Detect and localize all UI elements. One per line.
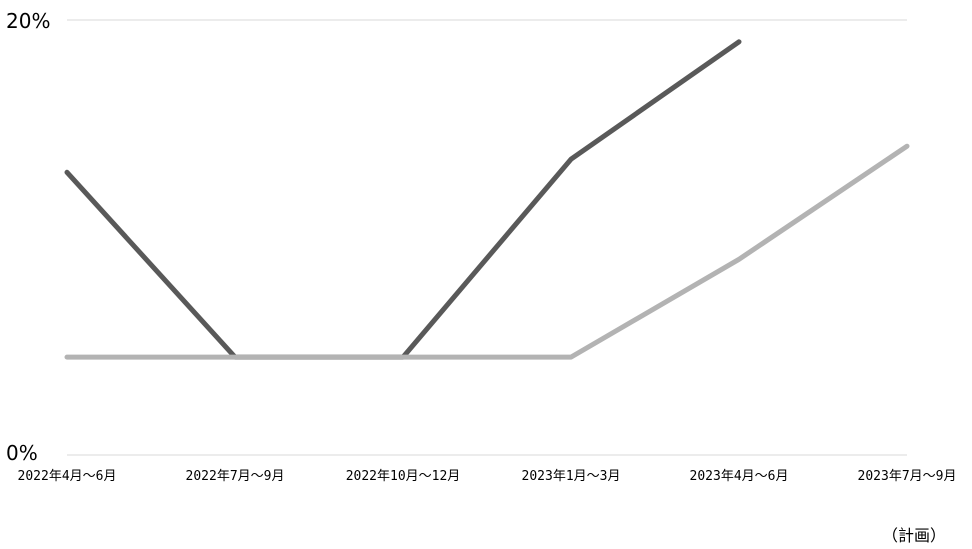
x-tick-label: 2023年4月～6月 [690,469,789,484]
x-tick-label: 2023年7月～9月 [858,469,957,484]
series-line-2 [64,143,910,360]
plan-note: （計画） [881,526,946,545]
y-tick-max: 20% [6,9,50,33]
x-tick-label: 2022年7月～9月 [186,469,285,484]
y-tick-min: 0% [6,441,38,465]
x-tick-label: 2022年4月～6月 [18,469,117,484]
x-tick-label: 2023年1月～3月 [522,469,621,484]
series-line-1 [64,39,742,360]
x-tick-label: 2022年10月～12月 [346,469,461,484]
